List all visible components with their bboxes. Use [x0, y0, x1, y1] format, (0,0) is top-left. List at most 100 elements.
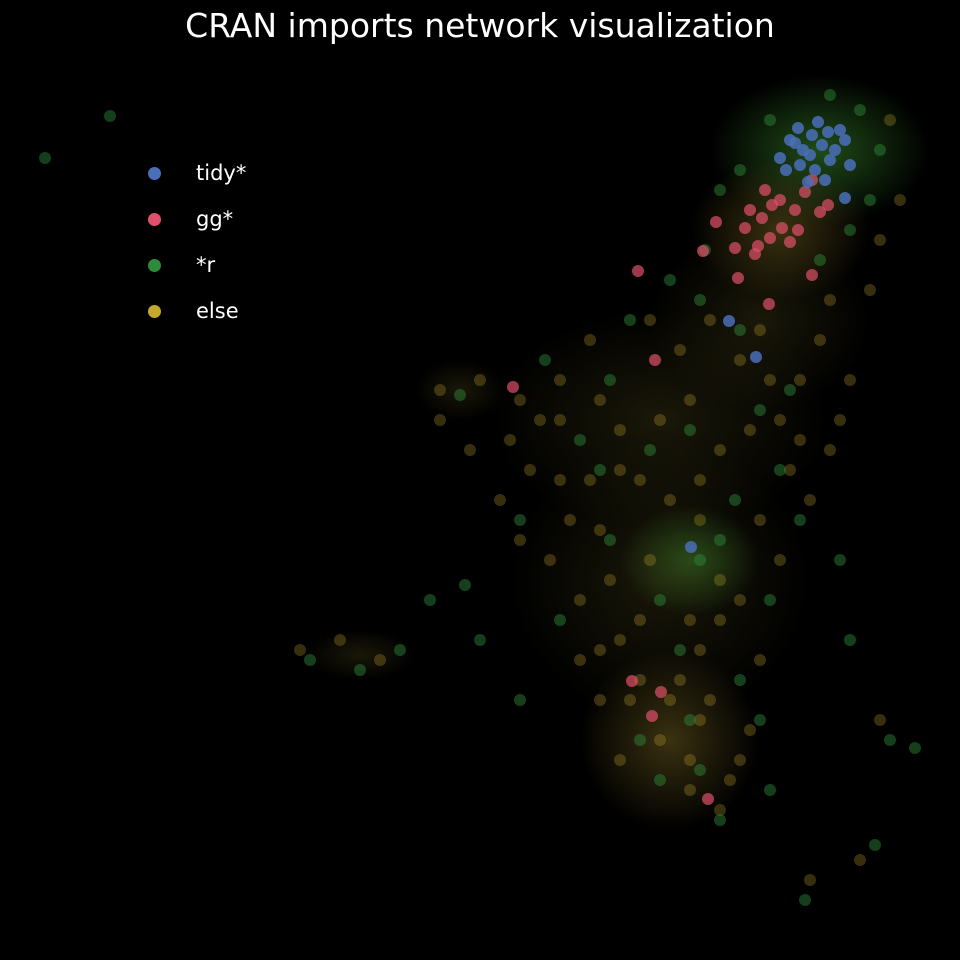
point-else-23: [634, 614, 646, 626]
point-gg-13: [759, 184, 771, 196]
point-else-72: [644, 554, 656, 566]
point-gg-18: [732, 272, 744, 284]
point-gg-11: [774, 194, 786, 206]
point-r-6: [694, 554, 706, 566]
point-else-15: [704, 314, 716, 326]
point-r-25: [474, 634, 486, 646]
point-tidy-21: [723, 315, 735, 327]
point-r-24: [424, 594, 436, 606]
point-r-35: [734, 674, 746, 686]
point-else-81: [724, 774, 736, 786]
point-r-37: [654, 774, 666, 786]
point-gg-19: [749, 248, 761, 260]
point-else-12: [794, 374, 806, 386]
point-else-6: [634, 474, 646, 486]
legend-swatch-r: [148, 258, 161, 272]
point-tidy-18: [804, 149, 816, 161]
point-else-66: [654, 414, 666, 426]
point-else-62: [794, 434, 806, 446]
point-r-4: [594, 464, 606, 476]
point-else-78: [664, 694, 676, 706]
point-tidy-3: [816, 139, 828, 151]
point-gg-0: [744, 204, 756, 216]
point-r-18: [754, 714, 766, 726]
point-r-3: [514, 514, 526, 526]
point-else-21: [564, 514, 576, 526]
point-else-26: [654, 734, 666, 746]
point-r-5: [654, 594, 666, 606]
point-else-38: [714, 574, 726, 586]
point-gg-21: [763, 298, 775, 310]
point-else-51: [294, 644, 306, 656]
point-else-33: [774, 554, 786, 566]
point-r-42: [394, 644, 406, 656]
point-r-23: [799, 894, 811, 906]
point-else-65: [684, 394, 696, 406]
point-gg-20: [632, 265, 644, 277]
point-else-40: [674, 674, 686, 686]
point-tidy-22: [750, 351, 762, 363]
point-else-56: [874, 234, 886, 246]
point-else-34: [804, 494, 816, 506]
point-gg-26: [626, 675, 638, 687]
point-else-2: [514, 394, 526, 406]
point-r-21: [909, 742, 921, 754]
point-gg-22: [806, 269, 818, 281]
point-else-84: [574, 654, 586, 666]
point-else-13: [814, 334, 826, 346]
point-else-0: [434, 384, 446, 396]
point-gg-15: [814, 206, 826, 218]
point-tidy-23: [685, 541, 697, 553]
point-r-12: [784, 384, 796, 396]
point-else-43: [574, 594, 586, 606]
point-else-31: [694, 644, 706, 656]
point-tidy-11: [802, 176, 814, 188]
point-else-4: [594, 394, 606, 406]
point-tidy-20: [839, 192, 851, 204]
point-else-77: [694, 714, 706, 726]
point-else-67: [614, 464, 626, 476]
point-else-57: [894, 194, 906, 206]
point-else-61: [834, 414, 846, 426]
point-r-49: [844, 224, 856, 236]
legend-swatch-gg: [148, 212, 161, 226]
point-else-46: [494, 494, 506, 506]
point-r-50: [864, 194, 876, 206]
point-else-68: [584, 474, 596, 486]
legend-swatch-tidy: [148, 166, 161, 180]
point-gg-28: [646, 710, 658, 722]
point-gg-6: [784, 236, 796, 248]
point-else-60: [824, 294, 836, 306]
point-r-26: [514, 694, 526, 706]
point-r-20: [884, 734, 896, 746]
point-r-40: [304, 654, 316, 666]
point-r-30: [539, 354, 551, 366]
point-r-10: [684, 424, 696, 436]
point-else-82: [744, 724, 756, 736]
point-tidy-12: [844, 159, 856, 171]
point-r-41: [354, 664, 366, 676]
chart-title: CRAN imports network visualization: [185, 6, 775, 45]
point-else-29: [734, 754, 746, 766]
point-r-52: [854, 104, 866, 116]
point-else-19: [554, 374, 566, 386]
point-else-45: [514, 534, 526, 546]
point-else-83: [614, 634, 626, 646]
point-gg-24: [649, 354, 661, 366]
point-r-55: [734, 164, 746, 176]
point-r-2: [454, 389, 466, 401]
point-r-14: [734, 324, 746, 336]
point-else-22: [604, 574, 616, 586]
point-else-47: [464, 444, 476, 456]
point-tidy-17: [822, 126, 834, 138]
point-else-49: [374, 654, 386, 666]
legend-label-tidy: tidy*: [196, 161, 247, 185]
point-r-11: [754, 404, 766, 416]
point-else-39: [684, 614, 696, 626]
point-r-48: [814, 254, 826, 266]
point-else-63: [764, 374, 776, 386]
point-r-15: [674, 644, 686, 656]
point-r-7: [714, 534, 726, 546]
point-r-39: [764, 784, 776, 796]
